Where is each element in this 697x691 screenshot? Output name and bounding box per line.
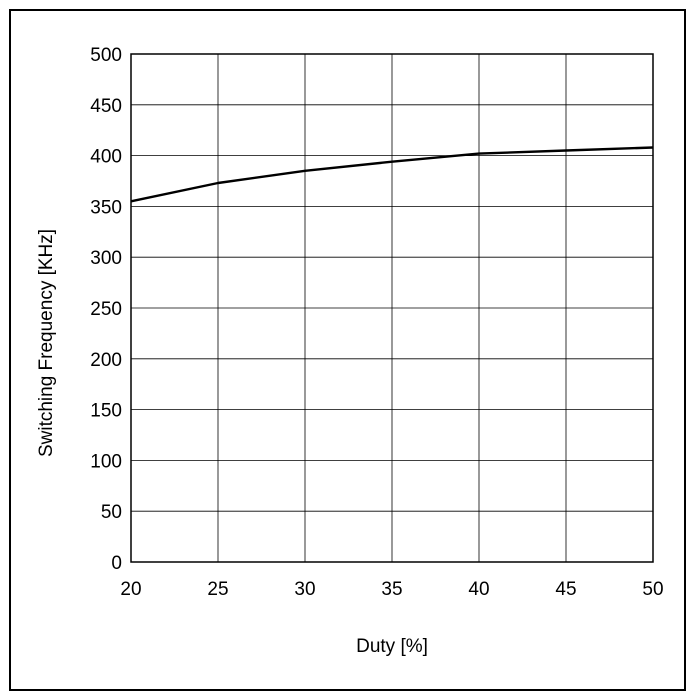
- y-tick-label: 250: [90, 299, 122, 320]
- y-tick-label: 150: [90, 401, 122, 422]
- y-tick-label: 400: [90, 147, 122, 168]
- y-tick-label: 0: [111, 553, 122, 574]
- series-layer: [130, 146, 654, 203]
- x-tick-label: 30: [294, 579, 315, 600]
- x-tick-label: 25: [207, 579, 228, 600]
- grid-lines: [130, 53, 654, 563]
- x-axis-ticks: 20 25 30 35 40 45 50: [120, 579, 663, 600]
- y-tick-label: 500: [90, 45, 122, 66]
- x-axis-label: Duty [%]: [356, 636, 428, 657]
- chart-frame: [9, 9, 686, 691]
- y-tick-label: 200: [90, 350, 122, 371]
- y-tick-label: 450: [90, 96, 122, 117]
- x-tick-label: 40: [468, 579, 489, 600]
- y-tick-label: 100: [90, 451, 122, 472]
- y-axis-label: Switching Frequency [KHz]: [36, 229, 57, 457]
- x-tick-label: 50: [642, 579, 663, 600]
- y-tick-label: 300: [90, 248, 122, 269]
- x-tick-label: 35: [381, 579, 402, 600]
- series-line: [130, 146, 654, 203]
- plot-area: [130, 53, 654, 563]
- y-tick-label: 50: [101, 502, 122, 523]
- y-axis-ticks: 0 50 100 150 200 250 300 350 400 450 500: [90, 45, 122, 574]
- x-tick-label: 45: [555, 579, 576, 600]
- x-tick-label: 20: [120, 579, 141, 600]
- y-tick-label: 350: [90, 197, 122, 218]
